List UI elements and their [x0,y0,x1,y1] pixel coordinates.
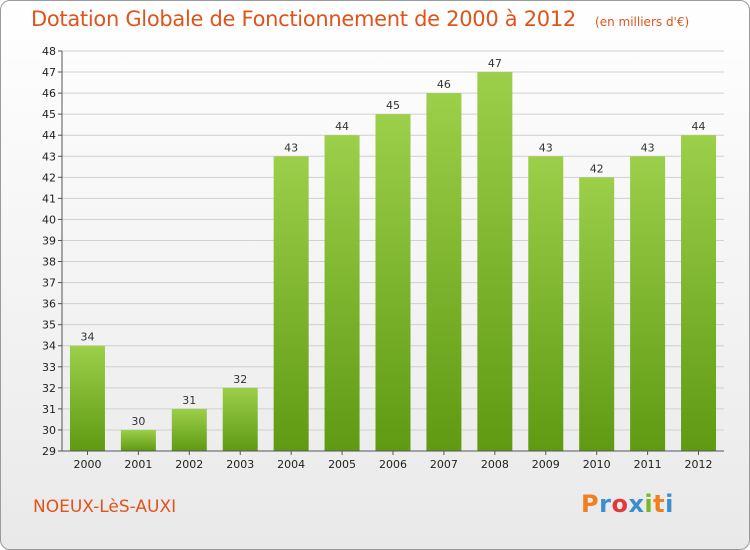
value-label-2011: 43 [641,141,655,154]
logo-letter: t [653,490,666,518]
x-tick-label-2008: 2008 [481,458,509,471]
y-tick-label: 35 [42,319,56,332]
y-tick-label: 39 [42,234,56,247]
x-tick-label-2006: 2006 [379,458,407,471]
bar-2002 [171,408,207,451]
title-row: Dotation Globale de Fonctionnement de 20… [31,7,689,31]
y-tick-label: 30 [42,424,56,437]
axes [61,51,724,452]
x-tick-label-2001: 2001 [124,458,152,471]
logo-letter: i [665,490,674,518]
value-label-2003: 32 [233,373,247,386]
y-tick-label: 36 [42,298,56,311]
logo-letter: i [644,490,654,518]
bar-2006 [375,114,411,451]
logo-letter: o [611,490,629,518]
proxiti-logo: Proxiti [581,490,674,518]
bar-2004 [273,156,309,451]
bar-2005 [324,135,360,452]
x-tick-label-2002: 2002 [175,458,203,471]
y-tick-label: 47 [42,66,56,79]
x-tick-label-2007: 2007 [430,458,458,471]
y-tick-label: 38 [42,256,56,269]
y-tick-label: 34 [42,340,56,353]
y-tick-label: 33 [42,361,56,374]
x-tick-label-2000: 2000 [73,458,101,471]
value-label-2009: 43 [539,141,553,154]
x-tick-label-2012: 2012 [685,458,713,471]
y-tick-label: 43 [42,150,56,163]
y-tick-label: 29 [42,445,56,458]
y-tick-label: 31 [42,403,56,416]
value-label-2010: 42 [590,162,604,175]
y-tick-label: 41 [42,192,56,205]
x-tick-label-2004: 2004 [277,458,305,471]
value-label-2006: 45 [386,99,400,112]
bars [69,72,717,452]
value-label-2005: 44 [335,120,349,133]
x-tick-label-2005: 2005 [328,458,356,471]
commune-name: NOEUX-LèS-AUXI [33,497,177,517]
y-tick-label: 40 [42,213,56,226]
value-label-2004: 43 [284,141,298,154]
bar-2003 [222,387,258,451]
y-tick-label: 42 [42,171,56,184]
logo-letter: x [628,490,645,518]
x-tick-label-2003: 2003 [226,458,254,471]
bar-2001 [120,429,156,451]
y-tick-labels: 29 30 31 32 33 34 35 36 37 38 39 40 41 42 43 44 45 46 47 48 [42,45,56,458]
value-label-2002: 31 [182,394,196,407]
y-tick-label: 48 [42,45,56,58]
bar-2000 [69,345,105,451]
y-tick-label: 37 [42,277,56,290]
chart-subtitle: (en milliers d'€) [595,15,690,29]
y-tick-label: 44 [42,129,56,142]
chart-title: Dotation Globale de Fonctionnement de 20… [31,7,576,31]
bar-2009 [528,156,564,451]
x-tick-label-2010: 2010 [583,458,611,471]
value-label-2007: 46 [437,78,451,91]
y-tick-label: 45 [42,108,56,121]
logo-letter: P [581,490,600,518]
y-tick-label: 46 [42,87,56,100]
logo-letter: r [599,490,612,518]
value-label-2012: 44 [692,120,706,133]
value-label-2001: 30 [131,415,145,428]
x-tick-label-2011: 2011 [634,458,662,471]
bar-2010 [579,177,615,451]
value-labels: 34 30 31 32 43 44 45 46 47 43 42 43 44 [80,57,705,428]
value-label-2000: 34 [80,331,94,344]
bar-2007 [426,93,462,452]
bar-2012 [681,135,717,452]
y-tick-label: 32 [42,382,56,395]
value-label-2008: 47 [488,57,502,70]
bar-2011 [630,156,666,451]
x-tick-label-2009: 2009 [532,458,560,471]
x-tick-labels: 2000 2001 2002 2003 2004 2005 2006 2007 2008 2009… [73,451,713,471]
bar-2008 [477,72,513,451]
